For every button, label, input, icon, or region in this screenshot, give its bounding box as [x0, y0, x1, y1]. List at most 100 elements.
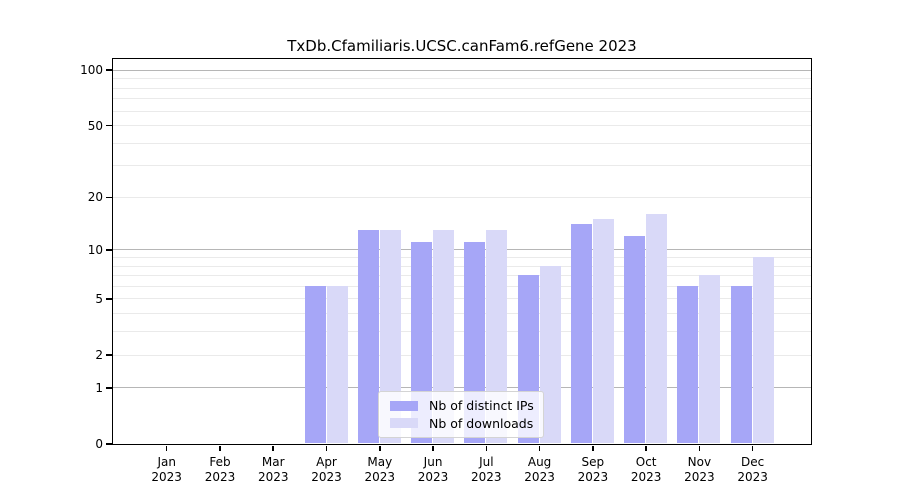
y-tick — [106, 124, 113, 127]
x-tick-label-nov: Nov 2023 — [671, 455, 727, 485]
gridline-minor — [113, 354, 811, 356]
x-tick — [592, 445, 594, 451]
gridline-minor — [113, 125, 811, 127]
bar-downloads-sep — [592, 218, 614, 443]
x-tick — [751, 445, 754, 451]
x-tick-label-feb: Feb 2023 — [192, 455, 248, 485]
bar-downloads-aug — [539, 265, 561, 443]
x-tick — [538, 445, 541, 451]
x-tick-label-jul: Jul 2023 — [458, 455, 514, 485]
x-tick — [645, 445, 647, 451]
x-tick-label-aug: Aug 2023 — [512, 455, 568, 485]
bar-distinct-ips-may — [357, 229, 379, 443]
gridline-minor — [113, 142, 811, 144]
x-tick-label-jun: Jun 2023 — [405, 455, 461, 485]
gridline-minor — [113, 331, 811, 333]
bar-downloads-jun — [433, 229, 455, 443]
legend-swatch-downloads — [390, 418, 418, 429]
x-tick-month: Dec — [741, 455, 765, 469]
y-tick-label: 1 — [95, 380, 103, 395]
y-tick — [106, 196, 113, 199]
y-tick-label: 20 — [87, 190, 103, 205]
gridline-minor — [113, 298, 811, 300]
x-tick-month: Nov — [687, 455, 712, 469]
chart-title: TxDb.Cfamiliaris.UCSC.canFam6.refGene 20… — [287, 37, 637, 55]
bar-distinct-ips-nov — [677, 285, 699, 443]
x-tick — [272, 445, 274, 451]
x-tick-month: Jun — [423, 455, 443, 469]
x-tick-month: Jul — [479, 455, 494, 469]
bar-downloads-oct — [646, 214, 668, 443]
x-tick-year: 2023 — [524, 470, 555, 484]
x-tick-label-dec: Dec 2023 — [725, 455, 781, 485]
x-tick-year: 2023 — [204, 470, 236, 484]
bar-downloads-nov — [699, 275, 721, 443]
x-tick-month: Apr — [316, 455, 337, 469]
y-tick-label: 50 — [87, 118, 103, 133]
x-tick-year: 2023 — [630, 470, 662, 484]
x-tick-label-sep: Sep 2023 — [565, 455, 621, 485]
x-tick-year: 2023 — [684, 470, 715, 484]
x-tick-year: 2023 — [364, 470, 396, 484]
y-tick — [106, 443, 113, 445]
x-tick-label-apr: Apr 2023 — [299, 455, 355, 485]
y-tick — [106, 298, 113, 300]
gridline-minor — [113, 285, 811, 287]
x-tick — [485, 445, 488, 451]
x-tick — [219, 445, 221, 451]
y-tick-label: 100 — [80, 63, 103, 78]
x-tick — [432, 445, 434, 451]
x-tick-month: May — [367, 455, 393, 469]
y-tick — [106, 354, 113, 356]
gridline-minor — [113, 78, 811, 80]
legend-label: Nb of downloads — [429, 415, 534, 431]
gridline-minor — [113, 256, 811, 258]
x-tick-label-mar: Mar 2023 — [245, 455, 301, 485]
x-tick-month: Aug — [527, 455, 552, 469]
bar-distinct-ips-sep — [570, 224, 592, 443]
x-tick-month: Mar — [261, 455, 285, 469]
gridline-minor — [113, 98, 811, 100]
y-tick-label: 0 — [95, 437, 103, 451]
x-tick-label-may: May 2023 — [352, 455, 408, 485]
plot-area — [112, 58, 812, 445]
y-tick — [106, 387, 113, 389]
y-tick-label: 5 — [95, 291, 103, 306]
y-tick — [106, 69, 113, 71]
x-tick-year: 2023 — [257, 470, 289, 484]
gridline-minor — [113, 275, 811, 277]
legend-item: Nb of distinct IPs — [390, 397, 543, 415]
gridline-minor — [113, 313, 811, 315]
x-tick-month: Sep — [581, 455, 605, 469]
gridline-minor — [113, 165, 811, 167]
bar-distinct-ips-apr — [304, 285, 326, 443]
x-tick-year: 2023 — [417, 470, 449, 484]
x-tick-label-jan: Jan 2023 — [139, 455, 195, 485]
x-tick-month: Jan — [157, 455, 176, 469]
bar-distinct-ips-dec — [730, 285, 752, 443]
x-tick-month: Oct — [635, 455, 657, 469]
legend-swatch-distinct-ips — [390, 400, 418, 411]
gridline-minor — [113, 110, 811, 112]
x-tick-year: 2023 — [151, 470, 182, 484]
bar-downloads-jul — [486, 229, 508, 443]
bar-distinct-ips-oct — [624, 235, 646, 443]
x-tick-year: 2023 — [577, 470, 609, 484]
gridline-minor — [113, 87, 811, 89]
gridline-minor — [113, 196, 811, 198]
bar-downloads-may — [379, 229, 401, 443]
legend-item: Nb of downloads — [390, 415, 543, 433]
x-tick-year: 2023 — [311, 470, 342, 484]
gridline-minor — [113, 265, 811, 267]
bar-downloads-dec — [752, 256, 774, 443]
x-tick-month: Feb — [209, 455, 231, 469]
x-tick — [165, 445, 168, 451]
gridline-major — [113, 387, 811, 389]
legend: Nb of distinct IPs Nb of downloads — [378, 391, 544, 438]
y-tick — [106, 249, 113, 251]
x-tick — [379, 445, 381, 451]
x-tick-year: 2023 — [737, 470, 768, 484]
y-tick-label: 2 — [95, 348, 103, 362]
x-tick-label-oct: Oct 2023 — [618, 455, 674, 485]
